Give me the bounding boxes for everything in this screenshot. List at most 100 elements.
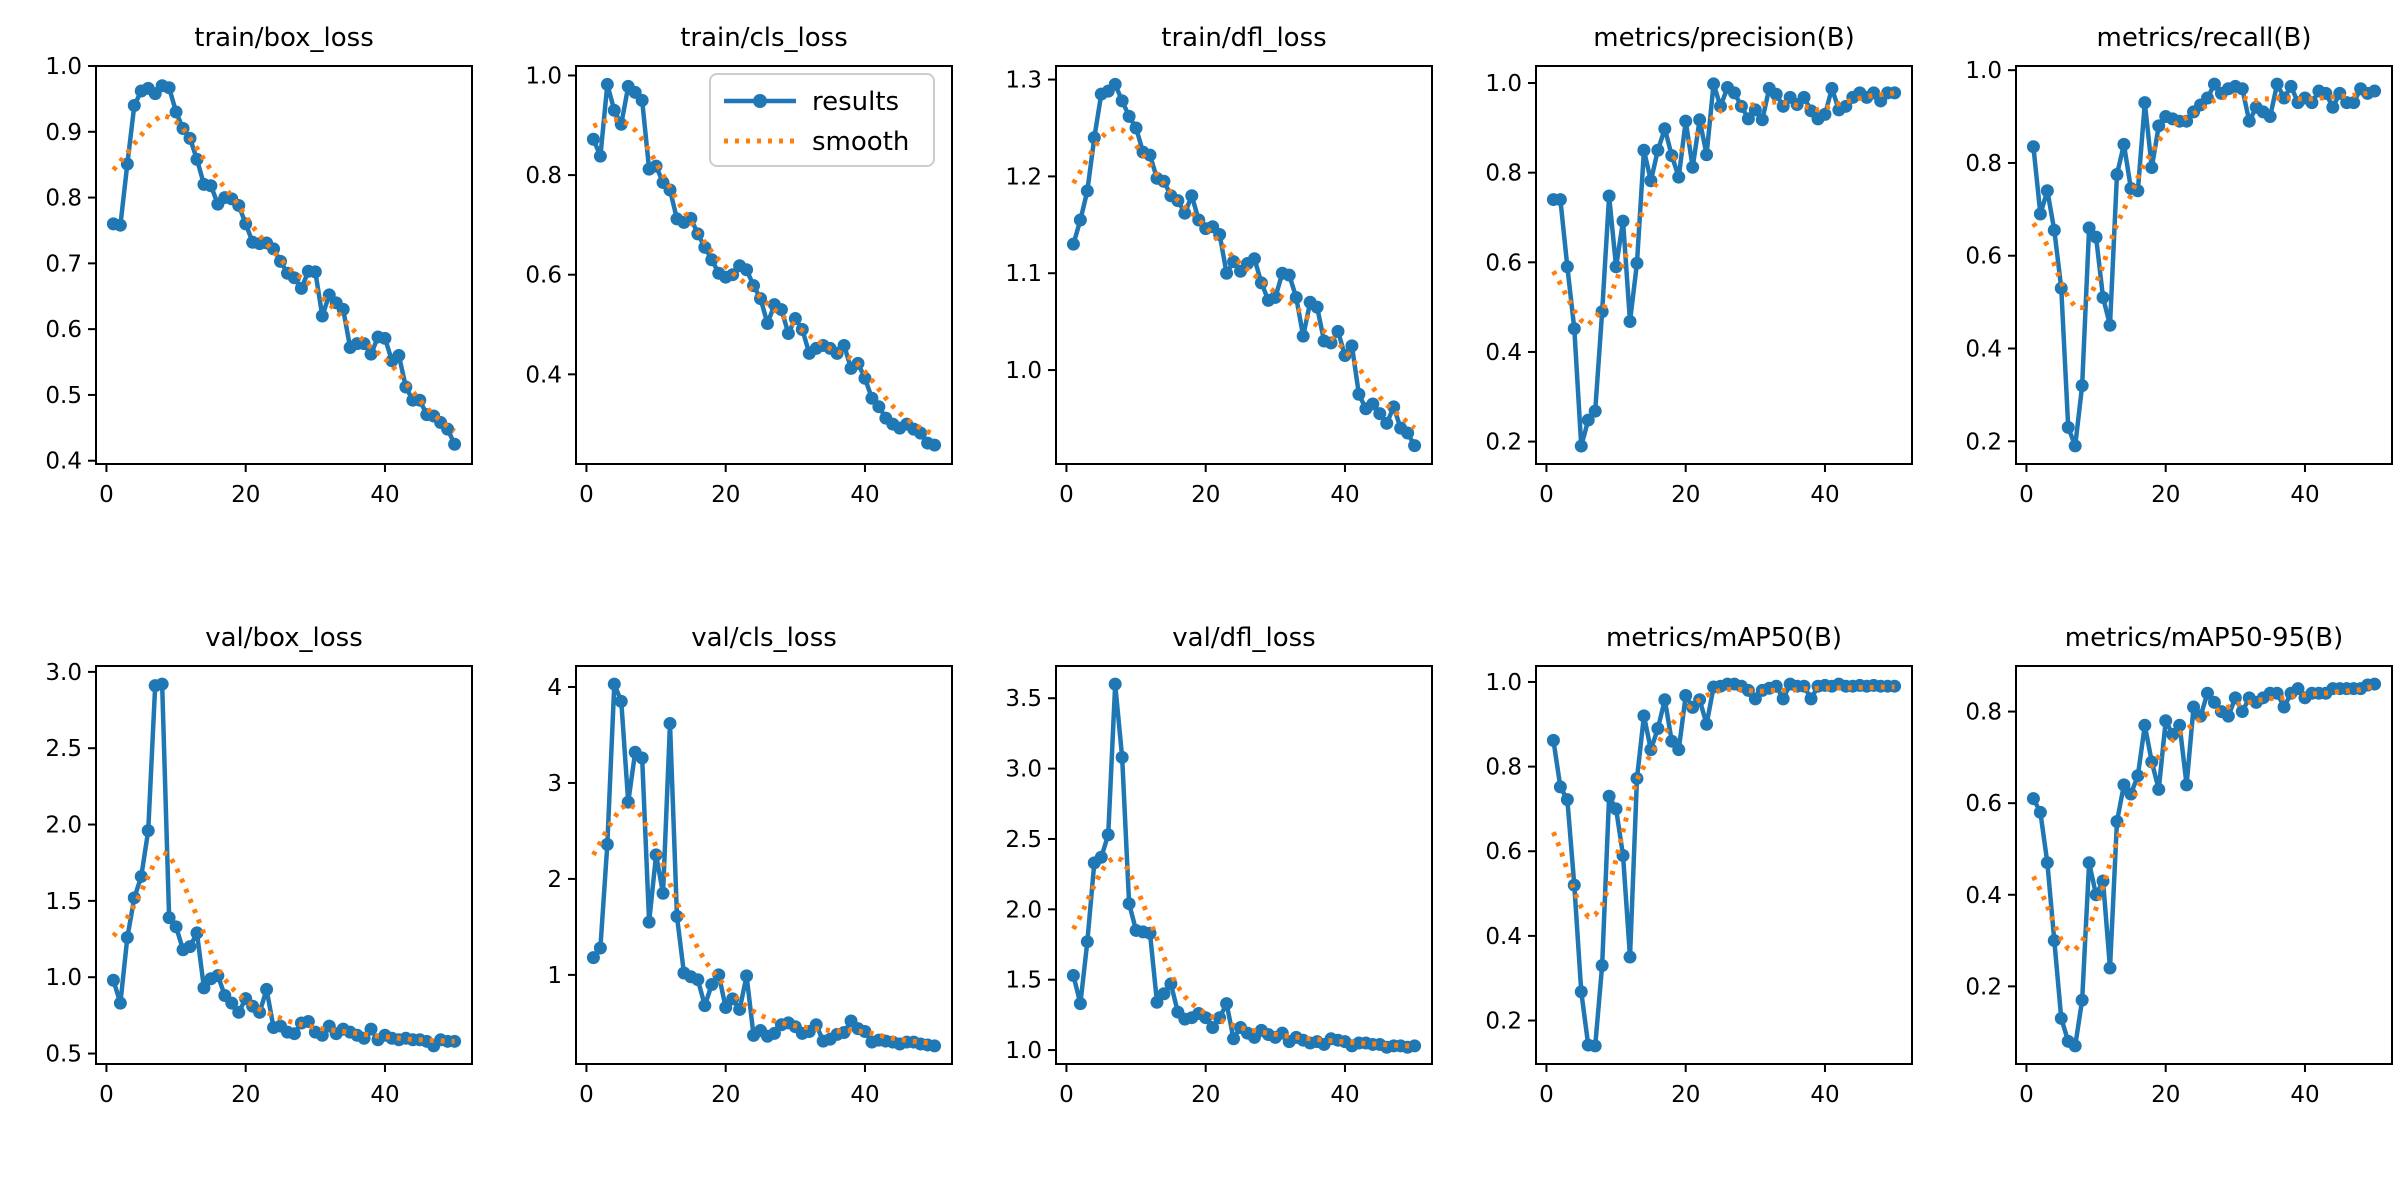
results-marker bbox=[2068, 439, 2082, 453]
subplot-val-box-loss: val/box_loss 0 20 40 0.5 1.0 1.5 2.0 2.5 3.0 bbox=[45, 623, 473, 1108]
results-marker bbox=[1331, 324, 1345, 338]
results-marker bbox=[1679, 688, 1693, 702]
y-tick-label: 1.0 bbox=[1965, 58, 2002, 84]
y-tick-label: 0.8 bbox=[1485, 755, 1522, 781]
results-marker bbox=[2103, 961, 2117, 975]
results-marker bbox=[1129, 121, 1143, 135]
results-marker bbox=[134, 869, 148, 883]
results-marker bbox=[726, 992, 740, 1006]
results-marker bbox=[190, 926, 204, 940]
results-marker bbox=[2228, 691, 2242, 705]
results-marker bbox=[2305, 96, 2319, 110]
results-marker bbox=[1560, 793, 1574, 807]
results-marker bbox=[1108, 77, 1122, 91]
results-marker bbox=[1080, 935, 1094, 949]
smooth-line bbox=[591, 801, 935, 1046]
results-marker bbox=[2110, 168, 2124, 182]
results-marker bbox=[1087, 131, 1101, 145]
results-marker bbox=[1296, 329, 1310, 343]
results-line bbox=[111, 681, 457, 1049]
y-tick-label: 1.3 bbox=[1005, 68, 1042, 94]
results-marker bbox=[1776, 692, 1790, 706]
chart-title: train/dfl_loss bbox=[1161, 23, 1326, 53]
y-tick-label: 0.5 bbox=[45, 1042, 82, 1068]
results-marker bbox=[274, 254, 288, 268]
results-marker bbox=[740, 969, 754, 983]
results-marker bbox=[2040, 184, 2054, 198]
results-marker bbox=[2270, 77, 2284, 91]
results-marker bbox=[705, 253, 719, 267]
results-marker bbox=[183, 940, 197, 954]
x-tick-label: 20 bbox=[1191, 482, 1220, 508]
results-marker bbox=[586, 951, 600, 965]
results-marker bbox=[308, 265, 322, 279]
smooth-line bbox=[111, 849, 455, 1044]
results-marker bbox=[809, 1018, 823, 1032]
legend: results smooth bbox=[709, 73, 935, 167]
results-marker bbox=[2242, 114, 2256, 128]
subplot-metrics-precision: metrics/precision(B) 0 20 40 0.2 0.4 0.6 0.8 1.0 bbox=[1485, 23, 1913, 508]
chart-title: train/cls_loss bbox=[680, 23, 848, 53]
subplot-metrics-recall: metrics/recall(B) 0 20 40 0.2 0.4 0.6 0.8 1.0 bbox=[1965, 23, 2393, 508]
results-marker bbox=[1199, 1011, 1213, 1025]
results-marker bbox=[315, 1028, 329, 1042]
results-marker bbox=[141, 824, 155, 838]
chart-title: metrics/mAP50-95(B) bbox=[2065, 623, 2344, 653]
results-marker bbox=[2277, 91, 2291, 105]
results-marker bbox=[2277, 700, 2291, 714]
results-marker bbox=[1310, 300, 1324, 314]
results-marker bbox=[2033, 805, 2047, 819]
axes-spines bbox=[95, 65, 473, 465]
results-marker bbox=[600, 837, 614, 851]
results-marker bbox=[120, 931, 134, 945]
y-tick-label: 1 bbox=[547, 963, 562, 989]
subplot-val-dfl-loss: val/dfl_loss 0 20 40 1.0 1.5 2.0 2.5 3.0 3.5 bbox=[1005, 623, 1433, 1108]
results-marker bbox=[670, 909, 684, 923]
x-tick-label: 20 bbox=[1671, 482, 1700, 508]
results-line bbox=[591, 681, 937, 1049]
results-marker bbox=[1178, 206, 1192, 220]
results-marker bbox=[2235, 82, 2249, 96]
results-marker bbox=[113, 996, 127, 1010]
results-marker bbox=[225, 996, 239, 1010]
results-marker bbox=[747, 279, 761, 293]
y-tick-label: 0.8 bbox=[1965, 700, 2002, 726]
results-marker bbox=[2207, 695, 2221, 709]
results-marker bbox=[287, 271, 301, 285]
results-marker bbox=[1672, 743, 1686, 757]
results-marker bbox=[1769, 87, 1783, 101]
results-marker bbox=[106, 973, 120, 987]
results-marker bbox=[190, 152, 204, 166]
results-marker bbox=[1651, 143, 1665, 157]
y-tick-label: 1.0 bbox=[45, 54, 82, 80]
results-marker bbox=[1741, 112, 1755, 126]
results-marker bbox=[2159, 714, 2173, 728]
y-tick-label: 0.2 bbox=[1485, 1009, 1522, 1035]
results-marker bbox=[260, 982, 274, 996]
subplot-train-dfl-loss: train/dfl_loss 0 20 40 1.0 1.1 1.2 1.3 bbox=[1005, 23, 1433, 508]
results-marker bbox=[740, 263, 754, 277]
axes-spines bbox=[2015, 665, 2393, 1065]
y-tick-label: 1.5 bbox=[45, 889, 82, 915]
smooth-line bbox=[111, 112, 456, 434]
results-marker bbox=[1227, 255, 1241, 269]
smooth-line bbox=[1551, 684, 1895, 920]
results-marker bbox=[2068, 1039, 2082, 1053]
results-marker bbox=[155, 677, 169, 691]
axes-spines bbox=[575, 665, 953, 1065]
results-marker bbox=[287, 1027, 301, 1041]
results-line bbox=[1071, 681, 1417, 1050]
results-marker bbox=[2089, 230, 2103, 244]
results-marker bbox=[1665, 149, 1679, 163]
results-marker bbox=[1581, 413, 1595, 427]
x-tick-label: 20 bbox=[1191, 1082, 1220, 1108]
results-marker bbox=[1373, 407, 1387, 421]
legend-box bbox=[709, 73, 935, 167]
results-marker bbox=[2082, 856, 2096, 870]
results-marker bbox=[2166, 727, 2180, 741]
results-marker bbox=[2096, 290, 2110, 304]
x-tick-label: 20 bbox=[231, 482, 260, 508]
results-marker bbox=[1408, 1039, 1422, 1053]
results-marker bbox=[2145, 755, 2159, 769]
results-marker bbox=[2138, 96, 2152, 110]
